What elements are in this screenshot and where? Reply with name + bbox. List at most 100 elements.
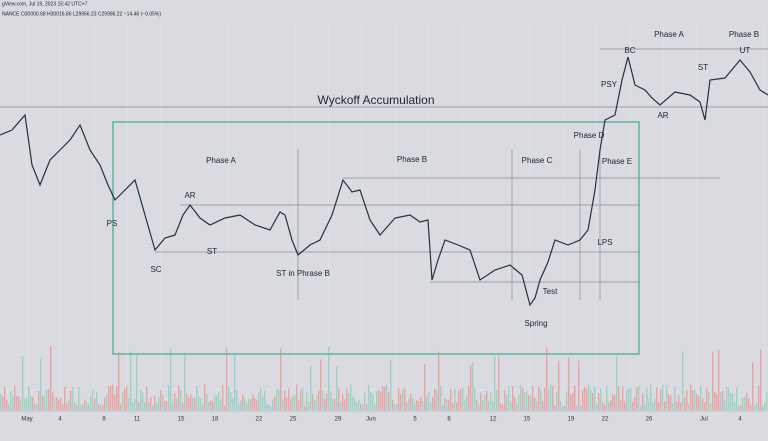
volume-bar [130, 351, 132, 410]
volume-bar [48, 389, 50, 410]
volume-bar [8, 404, 10, 410]
volume-bar [462, 387, 464, 410]
volume-bar [400, 394, 402, 410]
volume-bar [684, 397, 686, 410]
volume-bar [652, 402, 654, 410]
x-tick-label: 29 [335, 417, 342, 423]
volume-bar [362, 404, 364, 410]
volume-bar [656, 387, 658, 410]
volume-bar [288, 388, 290, 410]
volume-bar [120, 404, 122, 410]
volume-bar [426, 396, 428, 410]
volume-bar [494, 356, 496, 410]
volume-bar [58, 400, 60, 410]
volume-bar [274, 396, 276, 410]
volume-bar [402, 389, 404, 410]
volume-bar [554, 405, 556, 410]
volume-bar [324, 398, 326, 410]
volume-bar [168, 385, 170, 410]
ohlc-readout: NANCE O30000.68 H30016.86 L29956.23 C299… [2, 11, 161, 17]
volume-bar [592, 393, 594, 410]
volume-bar [320, 359, 322, 410]
volume-bar [598, 393, 600, 410]
volume-bar [456, 401, 458, 410]
volume-bar [344, 399, 346, 410]
volume-bar [178, 385, 180, 410]
volume-bar [188, 397, 190, 410]
volume-bar [658, 401, 660, 410]
volume-bar [644, 404, 646, 410]
volume-bar [706, 388, 708, 410]
volume-bar [430, 402, 432, 410]
volume-bar [12, 395, 14, 410]
volume-bar [350, 384, 352, 410]
volume-bar [434, 388, 436, 410]
volume-bar [492, 401, 494, 410]
volume-bar [404, 388, 406, 410]
volume-bar [332, 398, 334, 410]
volume-bar [668, 393, 670, 410]
volume-bar [478, 403, 480, 410]
volume-bar [22, 356, 24, 410]
volume-bar [46, 389, 48, 410]
volume-bar [20, 399, 22, 410]
volume-bar [458, 390, 460, 410]
volume-bar [226, 347, 228, 410]
volume-bar [490, 392, 492, 410]
volume-bar [476, 399, 478, 410]
annotations: PS SC AR ST Phase A ST in Phrase B Phase B Phas… [107, 30, 759, 328]
volume-bar [266, 403, 268, 410]
volume-bar [532, 385, 534, 410]
volume-bar [526, 390, 528, 410]
volume-bar [432, 396, 434, 410]
volume-bar [690, 384, 692, 410]
volume-bar [634, 397, 636, 410]
volume-bar [482, 399, 484, 410]
volume-bar [718, 349, 720, 410]
volume-bar [666, 385, 668, 410]
volume-bar [246, 402, 248, 410]
volume-bar [488, 400, 490, 410]
volume-bar [370, 392, 372, 410]
volume-bar [740, 405, 742, 410]
volume-bar [566, 391, 568, 410]
volume-bar [192, 397, 194, 410]
volume-bar [648, 398, 650, 410]
volume-bar [750, 404, 752, 410]
volume-bar [302, 387, 304, 410]
volume-bar [40, 358, 42, 410]
volume-bar [80, 404, 82, 410]
annotation-label: Phase E [602, 157, 632, 166]
volume-bar [380, 391, 382, 410]
volume-bar [454, 388, 456, 410]
volume-bar [228, 385, 230, 410]
volume-bar [238, 403, 240, 410]
volume-bar [582, 389, 584, 410]
volume-bar [152, 405, 154, 410]
volume-bar [340, 401, 342, 410]
volume-bar [698, 395, 700, 410]
volume-bar [4, 386, 6, 410]
volume-bar [284, 390, 286, 410]
volume-bar [742, 397, 744, 410]
volume-bar [546, 347, 548, 410]
volume-bar [504, 390, 506, 410]
volume-bar [0, 393, 2, 410]
volume-bar [158, 397, 160, 410]
volume-bar [410, 393, 412, 410]
volume-bar [660, 389, 662, 410]
volume-bar [78, 387, 80, 410]
annotation-label: AR [657, 111, 668, 120]
volume-bar [602, 402, 604, 410]
volume-bar [346, 387, 348, 410]
volume-bar [508, 386, 510, 410]
volume-bar [258, 392, 260, 410]
volume-bar [616, 355, 618, 410]
volume-bar [174, 393, 176, 410]
volume-bar [160, 389, 162, 410]
volume-bar [640, 405, 642, 410]
volume-bar [760, 349, 762, 410]
volume-bar [708, 391, 710, 410]
volume-bar [496, 390, 498, 410]
volume-bar [254, 398, 256, 410]
